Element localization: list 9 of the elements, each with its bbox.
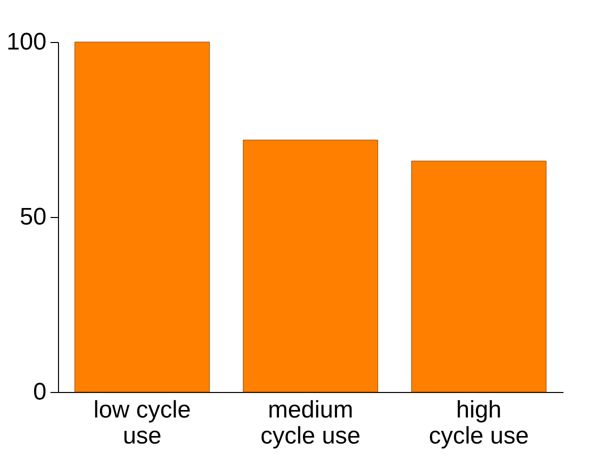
y-tick-label: 50 — [20, 204, 46, 230]
y-tick-label: 100 — [6, 28, 46, 56]
bar — [411, 160, 546, 392]
bar — [74, 42, 210, 392]
x-tick-label: low cycle use — [93, 396, 191, 450]
x-tick-label: high cycle use — [428, 396, 529, 450]
x-tick-label: medium cycle use — [260, 396, 361, 450]
bar — [242, 140, 378, 392]
y-tick-label: 0 — [33, 378, 46, 406]
